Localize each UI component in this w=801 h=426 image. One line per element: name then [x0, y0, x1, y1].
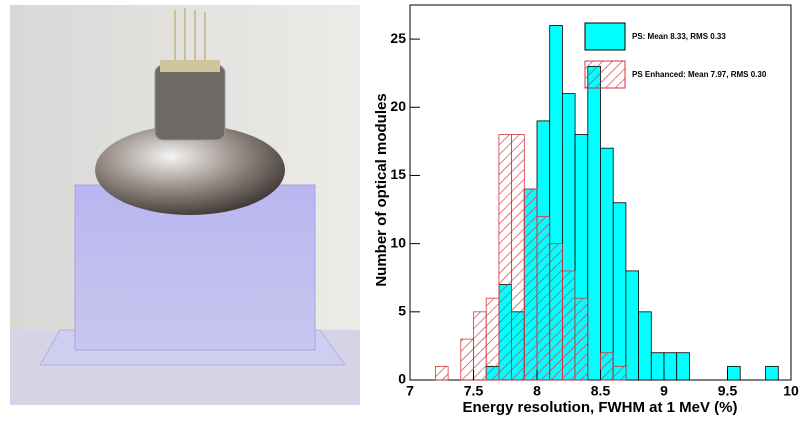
histogram-bar — [562, 270, 576, 381]
photo — [10, 5, 360, 405]
histogram-bar — [727, 365, 741, 381]
histogram-bar — [587, 65, 601, 381]
histogram-bar — [765, 365, 779, 381]
histogram-bar — [612, 365, 627, 381]
y-tick-label: 25 — [390, 30, 406, 46]
x-tick-label: 7 — [406, 383, 414, 399]
histogram-bar — [473, 311, 487, 381]
histogram-bar — [511, 134, 525, 381]
histogram-bar — [638, 311, 652, 381]
histogram-bar — [536, 215, 551, 381]
y-tick-label: 5 — [398, 303, 406, 319]
y-tick-label: 0 — [398, 371, 406, 387]
histogram-bar — [612, 202, 627, 381]
x-tick-label: 7.5 — [464, 383, 484, 399]
legend-label: PS Enhanced: Mean 7.97, RMS 0.30 — [632, 70, 767, 79]
histogram-bar — [460, 338, 474, 381]
x-tick-label: 9 — [660, 383, 668, 399]
legend-label: PS: Mean 8.33, RMS 0.33 — [632, 32, 726, 41]
y-tick-label: 10 — [390, 234, 406, 250]
x-tick-label: 8 — [533, 383, 541, 399]
histogram-bar — [549, 243, 563, 381]
y-axis-label: Number of optical modules — [373, 93, 390, 286]
histogram-bar — [574, 297, 589, 381]
histogram-bar — [498, 134, 512, 381]
histogram-bar — [650, 352, 665, 381]
x-tick-label: 9.5 — [718, 383, 738, 399]
histogram-bar — [625, 270, 640, 381]
legend-swatch — [584, 22, 626, 51]
legend-swatch — [584, 60, 626, 89]
x-axis-label: Energy resolution, FWHM at 1 MeV (%) — [462, 399, 737, 416]
x-tick-label: 8.5 — [591, 383, 611, 399]
y-tick-label: 20 — [390, 98, 406, 114]
x-tick-label: 10 — [783, 383, 799, 399]
histogram-bar — [663, 352, 678, 381]
histogram-bar — [600, 352, 614, 381]
histogram-bar — [676, 352, 690, 381]
y-tick-label: 15 — [390, 166, 406, 182]
histogram-bar — [434, 365, 449, 381]
histogram-bar — [600, 147, 614, 381]
histogram-bar — [523, 188, 538, 381]
histogram-bar — [485, 297, 500, 381]
